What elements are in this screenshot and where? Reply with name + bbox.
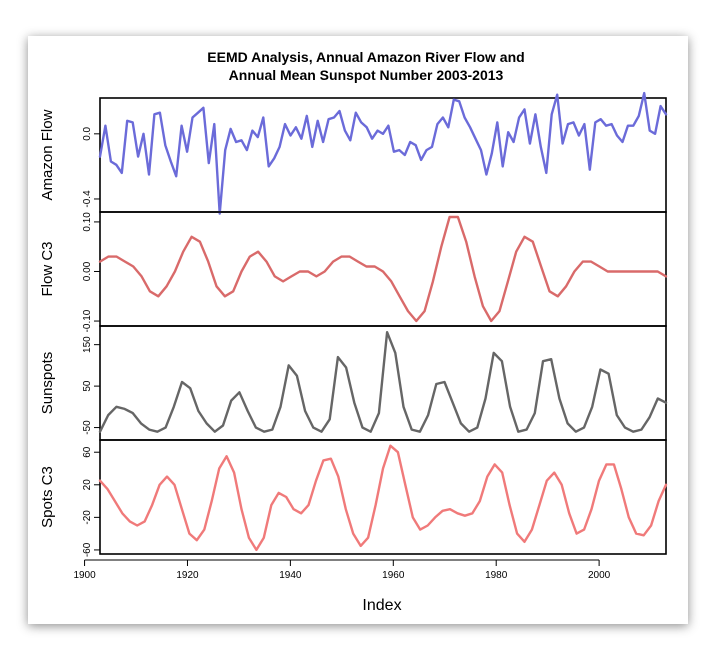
eemd-chart: EEMD Analysis, Annual Amazon River Flow …: [39, 49, 668, 614]
y-tick-label-spots-c3: 60: [82, 446, 93, 458]
y-tick-label-flow-c3: 0.10: [82, 212, 93, 232]
x-tick-label: 2000: [588, 570, 611, 581]
y-tick-label-spots-c3: -20: [82, 510, 93, 525]
y-tick-label-flow-c3: 0.00: [82, 261, 93, 281]
y-axis-label-spots-c3: Spots C3: [39, 466, 56, 528]
x-tick-label: 1980: [485, 570, 508, 581]
chart-card: EEMD Analysis, Annual Amazon River Flow …: [28, 36, 688, 624]
series-line-amazon-flow: [98, 91, 668, 215]
y-axis-label-sunspots: Sunspots: [39, 352, 56, 415]
panel-frame-flow-c3: [99, 211, 667, 327]
chart-title: EEMD Analysis, Annual Amazon River Flow …: [207, 49, 524, 65]
y-tick-label-amazon-flow: 0.0: [82, 126, 93, 140]
panel-frame-spots-c3: [99, 439, 667, 555]
y-axis-label-amazon-flow: Amazon Flow: [39, 109, 56, 200]
y-tick-label-spots-c3: 20: [82, 479, 93, 491]
panel-frame-amazon-flow: [99, 97, 667, 213]
y-tick-label-sunspots: -50: [82, 420, 93, 435]
x-tick-label: 1960: [382, 570, 405, 581]
y-axis-label-flow-c3: Flow C3: [39, 241, 56, 296]
y-tick-label-spots-c3: -60: [82, 542, 93, 557]
series-line-spots-c3: [98, 444, 668, 552]
x-tick-label: 1920: [176, 570, 199, 581]
y-tick-label-amazon-flow: -0.4: [82, 190, 93, 208]
x-axis-title: Index: [362, 597, 401, 614]
x-tick-label: 1940: [279, 570, 302, 581]
x-tick-label: 1900: [73, 570, 96, 581]
chart-title-line-2: Annual Mean Sunspot Number 2003-2013: [229, 67, 504, 83]
y-tick-label-sunspots: 50: [82, 380, 93, 392]
series-line-sunspots: [98, 331, 668, 433]
series-line-flow-c3: [98, 215, 668, 323]
y-tick-label-flow-c3: -0.10: [82, 309, 93, 332]
y-tick-label-sunspots: 150: [82, 336, 93, 353]
